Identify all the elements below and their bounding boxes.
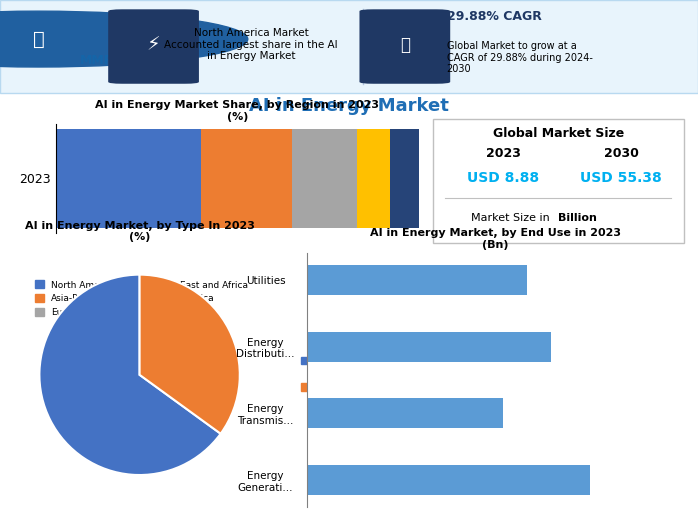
Bar xyxy=(357,129,389,227)
Wedge shape xyxy=(140,275,240,434)
Circle shape xyxy=(0,11,248,67)
FancyBboxPatch shape xyxy=(433,119,684,243)
Text: 🔥: 🔥 xyxy=(400,36,410,54)
FancyBboxPatch shape xyxy=(108,9,199,84)
Title: AI in Energy Market Share, by Region in 2023
(%): AI in Energy Market Share, by Region in … xyxy=(96,100,379,122)
Bar xyxy=(292,129,357,227)
Bar xyxy=(307,465,590,495)
Text: MMR: MMR xyxy=(80,54,114,67)
Bar xyxy=(307,265,527,295)
Text: Global Market to grow at a
CAGR of 29.88% during 2024-
2030: Global Market to grow at a CAGR of 29.88… xyxy=(447,41,593,74)
FancyBboxPatch shape xyxy=(0,0,698,93)
Text: 2030: 2030 xyxy=(604,147,639,160)
Legend: North America, Asia-Pacific, Europe, Middle East and Africa, South America: North America, Asia-Pacific, Europe, Mid… xyxy=(31,277,251,321)
Legend: Solutions, Services: Solutions, Services xyxy=(297,352,377,398)
Text: 29.88% CAGR: 29.88% CAGR xyxy=(447,10,542,23)
Text: Market Size in: Market Size in xyxy=(471,213,554,223)
Text: ⚡: ⚡ xyxy=(147,35,161,54)
Text: North America Market
Accounted largest share in the AI
in Energy Market: North America Market Accounted largest s… xyxy=(165,28,338,62)
Title: AI in Energy Market, by End Use in 2023
(Bn): AI in Energy Market, by End Use in 2023 … xyxy=(370,228,621,250)
Bar xyxy=(56,129,201,227)
FancyBboxPatch shape xyxy=(359,9,450,84)
Text: 2023: 2023 xyxy=(486,147,521,160)
Bar xyxy=(389,129,419,227)
Bar xyxy=(307,399,503,429)
Text: Global Market Size: Global Market Size xyxy=(493,127,624,140)
Text: AI in Energy Market: AI in Energy Market xyxy=(249,97,449,115)
Title: AI in Energy Market, by Type In 2023
(%): AI in Energy Market, by Type In 2023 (%) xyxy=(24,221,255,242)
Text: Billion: Billion xyxy=(558,213,597,223)
Text: USD 8.88: USD 8.88 xyxy=(467,172,539,186)
Text: 🌐: 🌐 xyxy=(33,29,44,49)
Bar xyxy=(201,129,292,227)
Text: USD 55.38: USD 55.38 xyxy=(580,172,662,186)
Bar xyxy=(307,331,551,361)
Wedge shape xyxy=(39,275,221,475)
